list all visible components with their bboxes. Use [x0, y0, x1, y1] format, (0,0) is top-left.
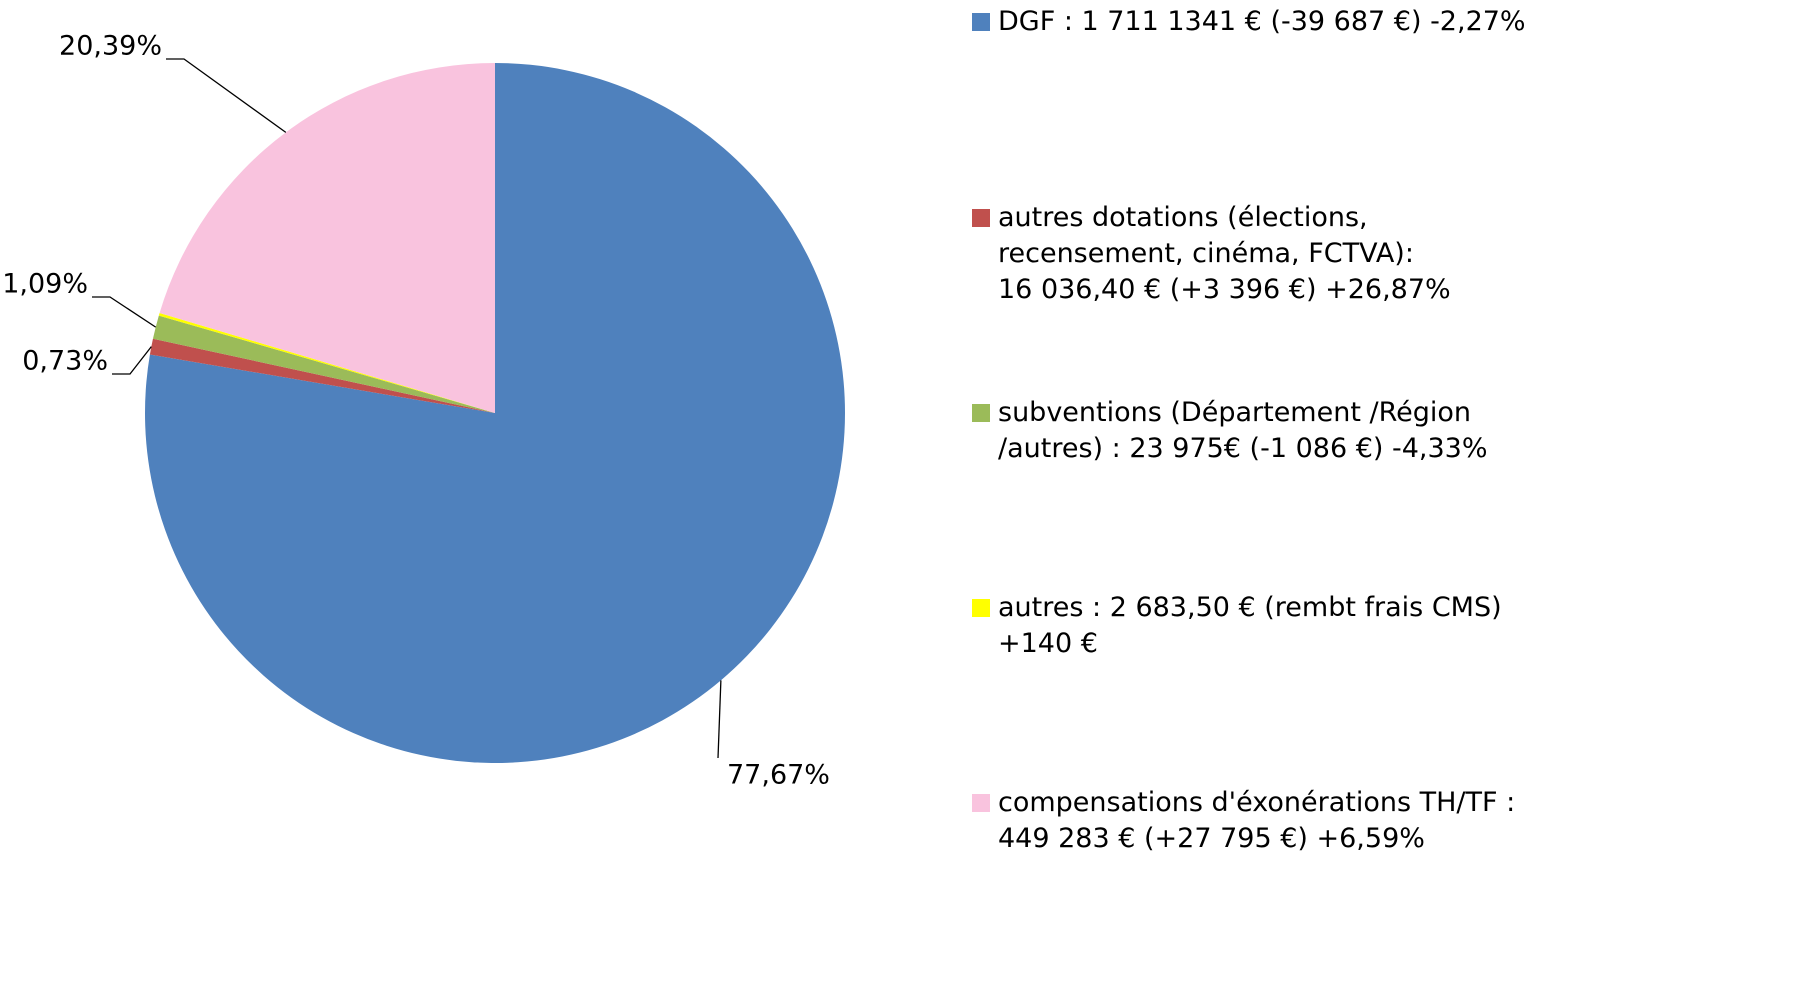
leader-line — [166, 58, 287, 133]
legend-line: /autres) : 23 975€ (-1 086 €) -4,33% — [998, 433, 1488, 464]
data-label: 1,09% — [2, 269, 88, 300]
data-label: 0,73% — [22, 346, 108, 377]
legend-line: 16 036,40 € (+3 396 €) +26,87% — [998, 274, 1451, 305]
pie-slice — [145, 63, 845, 763]
legend-line: recensement, cinéma, FCTVA): — [998, 238, 1414, 269]
legend-label: DGF : 1 711 1341 € (-39 687 €) -2,27% — [998, 6, 1526, 37]
legend-label: autres dotations (élections, recensement,… — [998, 202, 1451, 305]
legend-label: subventions (Département /Région/autres)… — [998, 397, 1488, 464]
legend-line: compensations d'éxonérations TH/TF : — [998, 787, 1515, 818]
legend-swatch — [972, 599, 990, 617]
pie-slice — [158, 313, 495, 413]
leader-line — [717, 680, 722, 759]
legend-line: autres : 2 683,50 € (rembt frais CMS) — [998, 592, 1502, 623]
pie-slice — [152, 315, 495, 413]
pie-slice — [149, 338, 495, 413]
data-label: 20,39% — [59, 31, 162, 62]
leader-line — [112, 346, 152, 375]
legend-label: compensations d'éxonérations TH/TF : 449 … — [998, 787, 1515, 854]
legend-label: autres : 2 683,50 € (rembt frais CMS) +14… — [998, 592, 1502, 659]
legend-swatch — [972, 404, 990, 422]
legend-swatch — [972, 794, 990, 812]
data-label: 77,67% — [727, 760, 830, 791]
legend-line: DGF : 1 711 1341 € (-39 687 €) -2,27% — [998, 6, 1526, 37]
legend-line: +140 € — [998, 628, 1098, 659]
pie-slice — [159, 62, 495, 414]
legend-swatch — [972, 13, 990, 31]
legend-line: 449 283 € (+27 795 €) +6,59% — [998, 823, 1425, 854]
legend-swatch — [972, 209, 990, 227]
leader-line — [92, 296, 157, 328]
legend-line: autres dotations (élections, — [998, 202, 1368, 233]
legend-line: subventions (Département /Région — [998, 397, 1471, 428]
